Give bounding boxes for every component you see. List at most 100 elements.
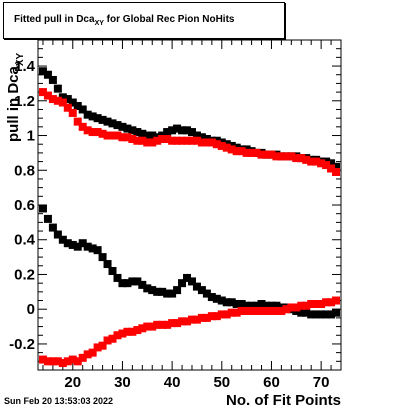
- data-point-series-4: [38, 355, 47, 364]
- data-point-series-4: [237, 306, 246, 315]
- data-point-series-3: [58, 235, 67, 244]
- data-point-series-2: [93, 128, 102, 137]
- data-point-series-4: [93, 343, 102, 352]
- data-point-series-3: [312, 310, 321, 319]
- data-point-series-1: [173, 124, 182, 133]
- data-point-series-2: [98, 129, 107, 138]
- x-tick-label: 70: [313, 374, 330, 391]
- data-point-series-2: [312, 157, 321, 166]
- data-point-series-2: [113, 131, 122, 140]
- data-point-series-3: [93, 246, 102, 255]
- title-main: Fitted pull in Dca: [14, 14, 95, 25]
- data-point-series-2: [173, 136, 182, 145]
- data-point-series-3: [48, 223, 57, 232]
- data-point-series-2: [292, 154, 301, 163]
- data-point-series-2: [192, 136, 201, 145]
- data-point-series-2: [73, 117, 82, 126]
- data-point-series-1: [118, 122, 127, 131]
- data-point-series-4: [48, 357, 57, 366]
- data-point-series-1: [78, 105, 87, 114]
- data-point-series-4: [148, 322, 157, 331]
- data-point-series-4: [202, 313, 211, 322]
- y-tick-label: 0: [27, 301, 35, 318]
- data-point-series-1: [183, 126, 192, 135]
- data-point-series-4: [232, 308, 241, 317]
- data-point-series-4: [267, 306, 276, 315]
- data-point-series-4: [88, 348, 97, 357]
- data-point-series-2: [148, 138, 157, 147]
- data-point-series-3: [327, 310, 336, 319]
- data-point-series-4: [153, 320, 162, 329]
- data-point-series-2: [232, 147, 241, 156]
- data-point-series-2: [108, 131, 117, 140]
- data-point-series-2: [153, 136, 162, 145]
- data-point-series-2: [58, 98, 67, 107]
- data-point-series-4: [262, 306, 271, 315]
- data-point-series-2: [217, 141, 226, 150]
- data-point-series-1: [108, 119, 117, 128]
- data-point-series-3: [322, 310, 331, 319]
- data-point-series-2: [178, 136, 187, 145]
- data-point-series-3: [98, 253, 107, 262]
- data-point-series-3: [133, 277, 142, 286]
- data-point-series-2: [202, 138, 211, 147]
- data-marks: [38, 67, 341, 368]
- data-point-series-3: [138, 280, 147, 289]
- data-point-series-3: [38, 204, 47, 213]
- data-point-series-3: [88, 244, 97, 253]
- data-point-series-1: [332, 162, 341, 171]
- data-point-series-2: [183, 136, 192, 145]
- data-point-series-1: [197, 133, 206, 142]
- data-point-series-3: [267, 301, 276, 310]
- data-point-series-3: [128, 277, 137, 286]
- data-point-series-3: [153, 287, 162, 296]
- data-point-series-2: [287, 152, 296, 161]
- data-point-series-4: [302, 301, 311, 310]
- data-point-series-3: [197, 286, 206, 295]
- data-point-series-3: [108, 267, 117, 275]
- y-tick-label: 0.8: [14, 162, 35, 179]
- data-point-series-3: [227, 298, 236, 307]
- data-point-series-3: [257, 300, 266, 308]
- data-point-series-3: [113, 273, 122, 282]
- data-point-series-2: [197, 138, 206, 147]
- data-point-series-2: [327, 164, 336, 173]
- y-axis-label: pull in DcaXY: [5, 52, 26, 142]
- data-point-series-3: [163, 289, 172, 298]
- data-point-series-3: [148, 286, 157, 295]
- data-point-series-4: [307, 300, 316, 308]
- data-point-series-3: [178, 279, 187, 288]
- data-point-series-1: [88, 112, 97, 121]
- data-point-series-4: [297, 301, 306, 310]
- data-point-series-2: [133, 136, 142, 145]
- data-point-series-4: [292, 303, 301, 312]
- data-point-series-3: [173, 286, 182, 295]
- data-point-series-4: [277, 306, 286, 315]
- data-point-series-3: [43, 214, 52, 223]
- data-point-series-3: [183, 273, 192, 282]
- data-point-series-4: [103, 336, 112, 345]
- data-point-series-4: [247, 306, 256, 315]
- data-point-series-2: [118, 133, 127, 142]
- data-point-series-2: [237, 147, 246, 156]
- y-tick-label: 1.2: [14, 93, 35, 110]
- data-point-series-2: [297, 154, 306, 163]
- data-point-series-2: [63, 103, 72, 112]
- data-point-series-3: [317, 310, 326, 319]
- data-point-series-4: [173, 319, 182, 328]
- data-point-series-1: [187, 128, 196, 137]
- x-tick-label: 20: [64, 374, 81, 391]
- x-axis-label: No. of Fit Points: [226, 392, 341, 409]
- data-point-series-3: [222, 298, 231, 307]
- y-tick-label: 1.4: [14, 58, 36, 75]
- data-point-series-1: [327, 159, 336, 168]
- data-point-series-1: [83, 110, 92, 119]
- data-point-series-4: [257, 306, 266, 315]
- data-point-series-3: [297, 308, 306, 317]
- data-point-series-2: [282, 152, 291, 161]
- data-point-series-1: [163, 128, 172, 137]
- data-point-series-2: [123, 133, 132, 142]
- data-point-series-2: [83, 126, 92, 135]
- data-point-series-4: [183, 317, 192, 326]
